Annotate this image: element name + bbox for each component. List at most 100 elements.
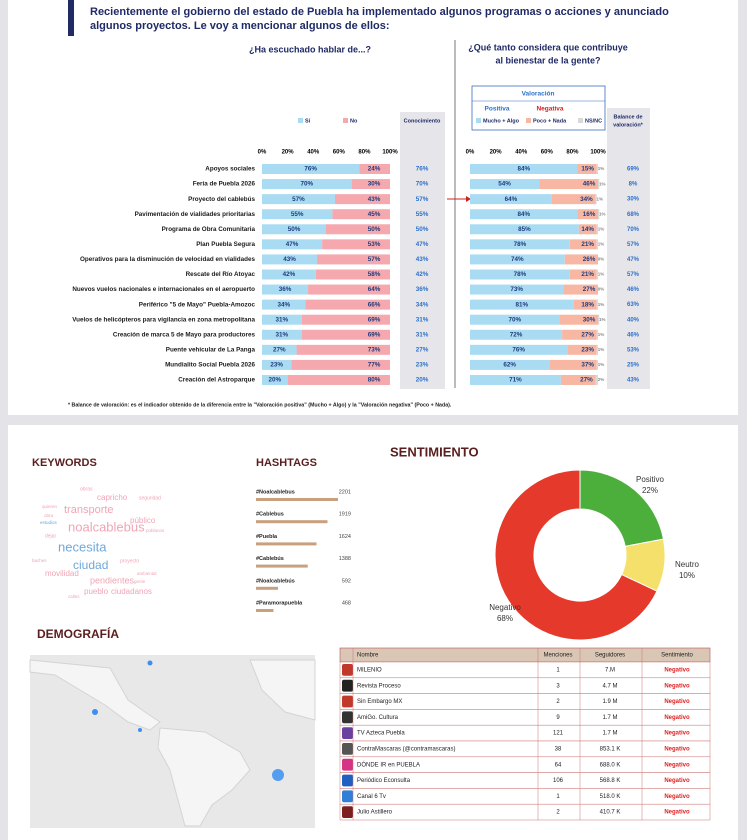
bar-segment bbox=[595, 374, 598, 385]
table-cell: Negativo bbox=[664, 715, 690, 721]
bar-label: 37% bbox=[581, 362, 594, 369]
hashtag-count: 1919 bbox=[339, 512, 351, 518]
bar-label: 1% bbox=[598, 332, 605, 337]
bar-label: 31% bbox=[276, 316, 289, 323]
bar-segment bbox=[470, 194, 552, 205]
left-question: ¿Ha escuchado hablar de...? bbox=[249, 44, 371, 54]
tick-label: 100% bbox=[590, 150, 606, 156]
conocimiento-column bbox=[400, 112, 445, 389]
hashtag-bar bbox=[256, 564, 308, 568]
table-cell: 410.7 K bbox=[600, 810, 621, 816]
bar-segment bbox=[326, 224, 390, 235]
bar-segment bbox=[262, 164, 360, 174]
bar-label: 77% bbox=[368, 362, 381, 369]
bar-label: 62% bbox=[503, 362, 516, 369]
table-row bbox=[339, 803, 711, 821]
legend-label: No bbox=[350, 118, 358, 124]
hashtag-count: 2201 bbox=[339, 489, 351, 495]
table-row bbox=[339, 661, 711, 679]
bar-label: 26% bbox=[583, 256, 596, 263]
legend-swatch bbox=[578, 118, 583, 123]
bar-segment bbox=[315, 269, 390, 280]
keyword: pendientes bbox=[90, 575, 135, 585]
hashtag-count: 592 bbox=[342, 578, 351, 584]
hashtag-count: 1388 bbox=[339, 556, 351, 562]
map-dot bbox=[92, 709, 98, 715]
slice-name: Neutro bbox=[675, 560, 700, 569]
positiva-header: Positiva bbox=[485, 106, 510, 113]
bar-segment bbox=[470, 164, 578, 174]
conocimiento-value: 34% bbox=[416, 301, 429, 308]
table-cell: Negativo bbox=[664, 762, 690, 768]
bar-label: 1% bbox=[598, 302, 605, 307]
table-cell: ContraMascaras (@contramascaras) bbox=[357, 746, 455, 752]
item-label: Feria de Puebla 2026 bbox=[193, 181, 256, 188]
bar-label: 20% bbox=[268, 377, 281, 384]
bar-segment bbox=[470, 329, 563, 340]
table-cell: Revista Proceso bbox=[357, 683, 401, 689]
bar-segment bbox=[332, 209, 390, 220]
bar-segment bbox=[287, 374, 390, 385]
bar-segment bbox=[262, 194, 335, 205]
bar-segment bbox=[262, 179, 352, 190]
table-cell: 38 bbox=[555, 746, 562, 752]
bar-label: 46% bbox=[583, 181, 596, 188]
keyword: movilidad bbox=[45, 569, 79, 578]
bar-label: 73% bbox=[510, 286, 523, 293]
map-dot bbox=[272, 769, 284, 781]
bar-label: 21% bbox=[581, 241, 594, 248]
bar-segment bbox=[317, 254, 390, 265]
land bbox=[157, 727, 251, 827]
slice-name: Positivo bbox=[636, 475, 665, 484]
legend-swatch bbox=[298, 118, 303, 123]
bar-label: 45% bbox=[368, 211, 381, 218]
balance-value: 8% bbox=[629, 182, 638, 188]
bar-segment bbox=[262, 299, 306, 310]
conocimiento-header: Conocimiento bbox=[404, 118, 441, 124]
bar-segment bbox=[359, 164, 390, 174]
bar-label: 30% bbox=[583, 316, 596, 323]
bar-label: 78% bbox=[514, 241, 527, 248]
map-dot bbox=[147, 660, 153, 666]
bar-segment bbox=[262, 314, 302, 325]
legend-swatch bbox=[343, 118, 348, 123]
legend-label: Poco + Nada bbox=[533, 118, 567, 124]
table-cell: Negativo bbox=[664, 810, 690, 816]
table-cell: Negativo bbox=[664, 667, 690, 673]
item-label: Operativos para la disminución de veloci… bbox=[80, 256, 255, 263]
bar-segment bbox=[569, 239, 597, 250]
table-cell: Negativo bbox=[664, 683, 690, 689]
bar-label: 1% bbox=[598, 242, 605, 247]
balance-value: 57% bbox=[627, 272, 640, 278]
bar-segment bbox=[598, 314, 600, 325]
media-icon bbox=[342, 758, 353, 771]
table-cell: 2 bbox=[556, 810, 560, 816]
balance-value: 46% bbox=[627, 332, 640, 338]
bar-segment bbox=[262, 239, 323, 250]
donut-slice bbox=[494, 469, 658, 641]
bar-segment bbox=[596, 299, 598, 310]
bar-label: 47% bbox=[286, 241, 299, 248]
bar-segment bbox=[578, 224, 597, 235]
title-accent bbox=[68, 0, 74, 36]
land bbox=[29, 659, 161, 731]
hashtag-bar bbox=[256, 586, 279, 590]
bar-segment bbox=[539, 179, 598, 190]
tick-label: 60% bbox=[333, 150, 346, 156]
table-cell: Canal 6 Tv bbox=[357, 794, 386, 800]
table-cell: 1.7 M bbox=[602, 715, 617, 721]
bar-label: 78% bbox=[514, 271, 527, 278]
item-label: Proyecto del cablebús bbox=[188, 196, 255, 203]
bar-segment bbox=[560, 374, 596, 385]
bar-label: 57% bbox=[292, 196, 305, 203]
bar-label: 42% bbox=[283, 271, 296, 278]
slice-name: Negativo bbox=[489, 603, 521, 612]
media-icon bbox=[342, 743, 353, 755]
bar-segment bbox=[470, 284, 564, 295]
bar-segment bbox=[296, 344, 390, 355]
bar-label: 69% bbox=[368, 331, 381, 338]
map bbox=[29, 655, 316, 828]
tick-label: 0% bbox=[466, 150, 475, 156]
bar-label: 43% bbox=[283, 256, 296, 263]
media-icon bbox=[342, 695, 353, 708]
